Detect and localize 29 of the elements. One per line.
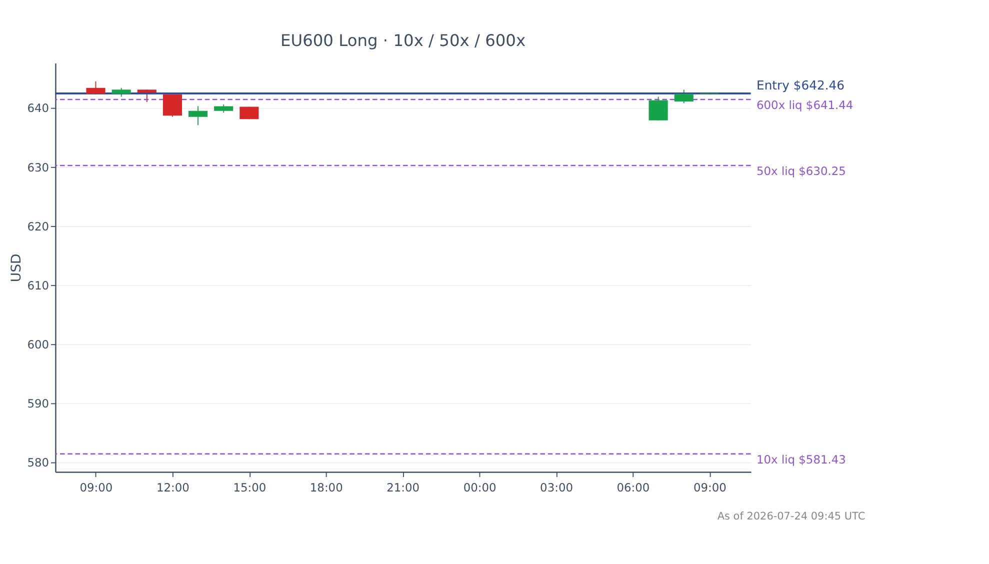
- ref-line-label: Entry $642.46: [756, 78, 845, 93]
- x-tick-label: 15:00: [233, 480, 266, 494]
- candlestick: [648, 96, 668, 121]
- x-tick-label: 03:00: [540, 480, 573, 494]
- candlestick: [86, 80, 106, 95]
- text: As of 2026-07-24 09:45 UTC: [717, 510, 866, 522]
- x-tick-label: 09:00: [80, 480, 113, 494]
- y-tick-label: 630: [27, 160, 50, 174]
- y-tick-label: 590: [27, 396, 50, 411]
- x-tick-label: 06:00: [616, 480, 650, 494]
- x-tick-label: 18:00: [310, 480, 343, 494]
- ref-line-label: 600x liq $641.44: [756, 98, 854, 112]
- y-tick-label: 620: [27, 219, 50, 234]
- candlestick: [137, 89, 156, 103]
- ref-line-label: 50x liq $630.25: [756, 164, 846, 178]
- y-tick-label: 640: [27, 101, 50, 116]
- x-tick-label: 09:00: [693, 480, 726, 494]
- candlestick: [162, 94, 182, 118]
- candlestick: [188, 106, 208, 126]
- y-tick-label: 610: [27, 278, 50, 292]
- x-tick-label: 12:00: [156, 480, 190, 494]
- ref-line-label: 10x liq $581.43: [756, 452, 846, 466]
- x-tick-label: 21:00: [386, 480, 420, 494]
- candlestick: [674, 89, 694, 104]
- x-tick-label: 00:00: [463, 480, 496, 494]
- y-tick-label: 580: [27, 456, 50, 470]
- y-tick-label: 600: [27, 338, 50, 352]
- chart-title: EU600 Long · 10x / 50x / 600x: [280, 30, 526, 50]
- y-axis-title: USD: [10, 254, 25, 282]
